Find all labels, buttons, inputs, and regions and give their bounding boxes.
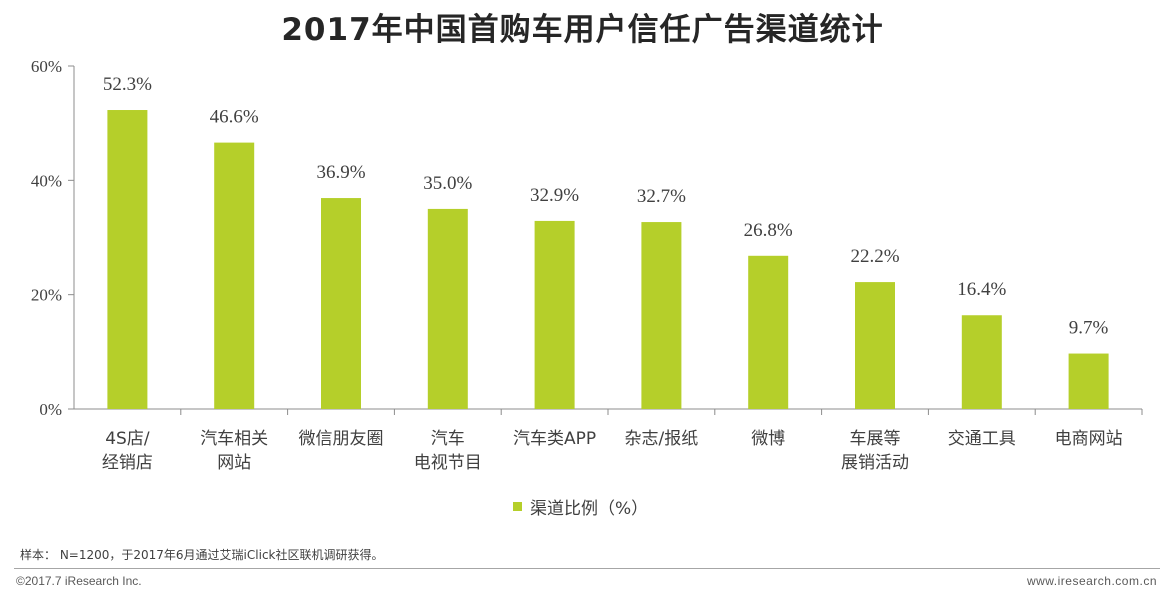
chart-legend: 渠道比例（%） bbox=[513, 494, 648, 519]
x-tick-label: 4S店/ bbox=[105, 429, 150, 449]
website-url: www.iresearch.com.cn bbox=[1026, 574, 1157, 588]
x-tick-label: 交通工具 bbox=[948, 429, 1016, 449]
x-tick-label: 汽车 bbox=[431, 429, 465, 449]
x-tick-label: 汽车类APP bbox=[513, 429, 596, 449]
data-label: 26.8% bbox=[744, 220, 793, 241]
x-tick-label: 微信朋友圈 bbox=[299, 429, 384, 449]
x-tick-label: 网站 bbox=[217, 453, 251, 473]
x-tick-label: 微博 bbox=[751, 429, 785, 449]
data-label: 22.2% bbox=[850, 246, 899, 267]
x-tick-label: 车展等 bbox=[850, 429, 901, 449]
footer-divider bbox=[14, 568, 1160, 569]
chart-title: 2017年中国首购车用户信任广告渠道统计 bbox=[281, 12, 884, 48]
data-label: 32.7% bbox=[637, 186, 686, 207]
bar bbox=[214, 142, 255, 409]
x-tick-label: 电视节目 bbox=[414, 453, 482, 473]
x-tick-label: 经销店 bbox=[102, 453, 153, 473]
bar bbox=[641, 222, 682, 409]
sample-note: 样本： N=1200，于2017年6月通过艾瑞iClick社区联机调研获得。 bbox=[20, 548, 384, 562]
data-label: 32.9% bbox=[530, 185, 579, 206]
data-label: 46.6% bbox=[210, 107, 259, 128]
bar bbox=[961, 315, 1002, 409]
legend-label: 渠道比例（%） bbox=[530, 499, 649, 519]
x-tick-label: 杂志/报纸 bbox=[625, 429, 699, 449]
data-label: 36.9% bbox=[316, 162, 365, 183]
copyright-text: ©2017.7 iResearch Inc. bbox=[16, 574, 142, 588]
bar bbox=[855, 282, 895, 409]
data-label: 16.4% bbox=[957, 279, 1006, 300]
bar bbox=[748, 255, 789, 409]
chart-bars bbox=[107, 110, 1109, 409]
y-tick-label: 60% bbox=[31, 57, 62, 76]
y-tick-label: 0% bbox=[39, 400, 62, 419]
bar bbox=[534, 220, 575, 409]
bar bbox=[427, 208, 468, 409]
data-label: 35.0% bbox=[423, 173, 472, 194]
bar bbox=[1068, 353, 1109, 409]
x-tick-label: 汽车相关 bbox=[200, 429, 268, 449]
bar bbox=[107, 110, 148, 409]
data-label: 52.3% bbox=[103, 74, 152, 95]
legend-swatch bbox=[513, 502, 522, 511]
x-tick-label: 电商网站 bbox=[1055, 429, 1123, 449]
bar bbox=[321, 198, 361, 409]
data-label: 9.7% bbox=[1069, 318, 1109, 339]
y-tick-label: 40% bbox=[31, 171, 62, 190]
y-tick-label: 20% bbox=[31, 286, 62, 305]
x-tick-label: 展销活动 bbox=[841, 453, 909, 473]
